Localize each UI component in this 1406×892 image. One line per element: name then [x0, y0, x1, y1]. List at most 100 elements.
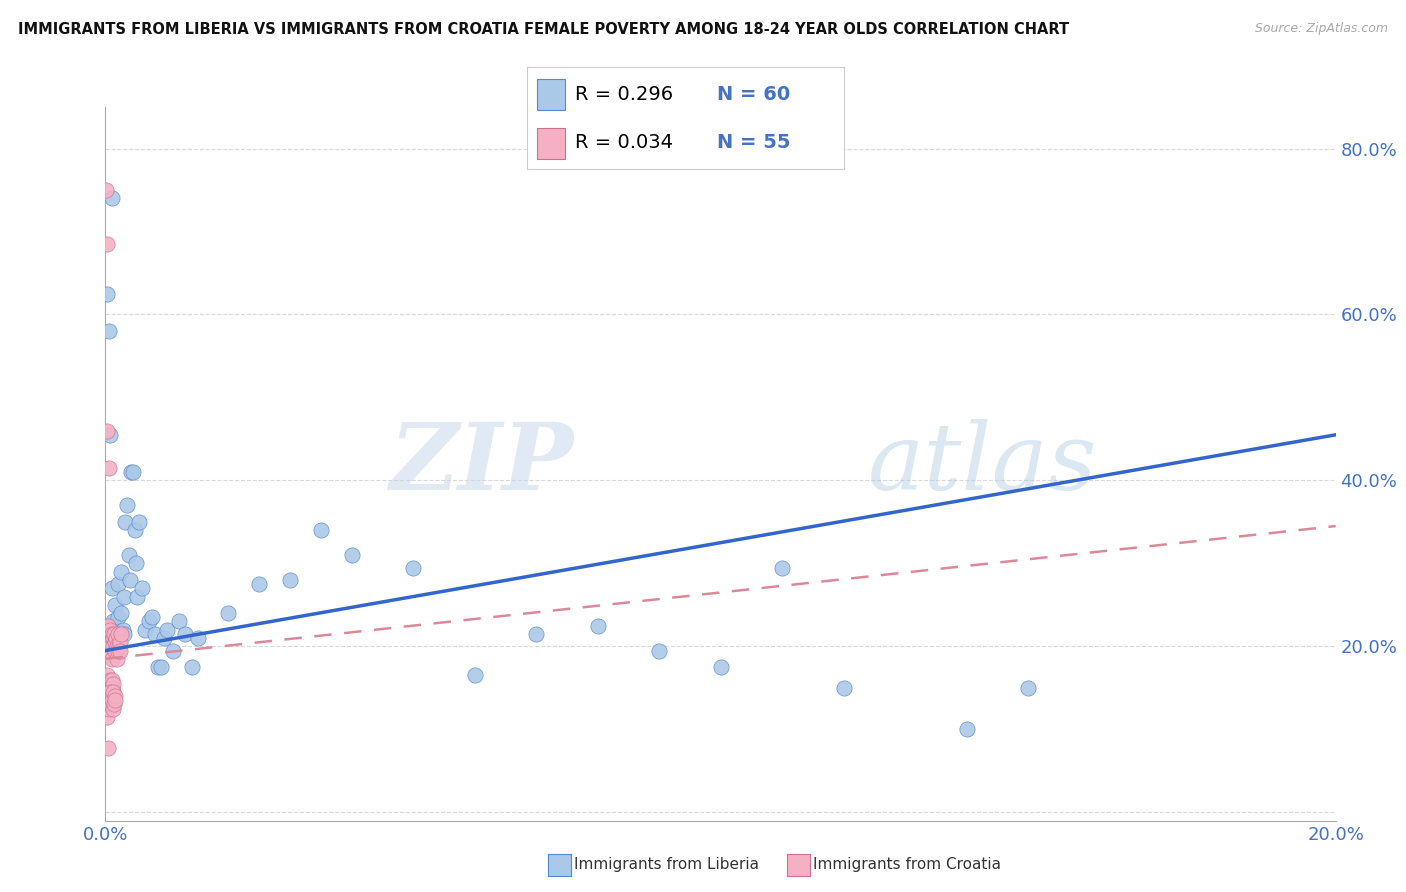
Point	[94, 183, 117, 197]
Point	[156, 623, 179, 637]
Point	[101, 685, 124, 699]
Point	[97, 677, 120, 691]
Point	[96, 693, 118, 707]
Point	[149, 660, 172, 674]
Point	[98, 623, 122, 637]
Point	[110, 643, 132, 657]
Point	[101, 631, 124, 645]
Point	[153, 631, 176, 645]
Point	[138, 615, 160, 629]
Point	[340, 548, 363, 562]
Point	[104, 598, 127, 612]
Point	[218, 606, 240, 620]
FancyBboxPatch shape	[537, 79, 565, 110]
Point	[586, 618, 609, 632]
Point	[100, 640, 122, 654]
Text: Source: ZipAtlas.com: Source: ZipAtlas.com	[1254, 22, 1388, 36]
Point	[98, 685, 122, 699]
Point	[103, 640, 125, 654]
Point	[97, 461, 120, 475]
Text: N = 55: N = 55	[717, 133, 790, 152]
Point	[180, 660, 202, 674]
Point	[120, 465, 142, 479]
Point	[101, 191, 124, 205]
Point	[107, 577, 129, 591]
Text: R = 0.296: R = 0.296	[575, 85, 673, 103]
Point	[100, 685, 122, 699]
Point	[104, 689, 127, 703]
Point	[103, 627, 125, 641]
Point	[98, 427, 121, 442]
Point	[111, 623, 134, 637]
Point	[97, 677, 120, 691]
Point	[122, 465, 145, 479]
Point	[103, 677, 125, 691]
Point	[96, 424, 118, 438]
Point	[97, 324, 120, 338]
Point	[956, 723, 979, 737]
Point	[97, 689, 120, 703]
Point	[146, 660, 169, 674]
Point	[101, 615, 124, 629]
Point	[104, 693, 127, 707]
Point	[97, 698, 120, 712]
Point	[710, 660, 733, 674]
Point	[278, 573, 301, 587]
Point	[96, 627, 118, 641]
Point	[118, 548, 141, 562]
Point	[97, 618, 120, 632]
Point	[127, 590, 149, 604]
Point	[96, 236, 118, 251]
Point	[112, 627, 135, 641]
Point	[648, 643, 671, 657]
Point	[101, 652, 124, 666]
FancyBboxPatch shape	[537, 128, 565, 159]
Point	[114, 515, 136, 529]
Point	[100, 689, 122, 703]
Point	[162, 643, 184, 657]
Point	[112, 590, 135, 604]
Point	[110, 606, 132, 620]
Point	[100, 582, 122, 596]
Point	[105, 640, 128, 654]
Point	[98, 701, 121, 715]
Point	[96, 668, 118, 682]
Point	[108, 640, 131, 654]
Text: atlas: atlas	[869, 419, 1098, 508]
Point	[187, 631, 209, 645]
Point	[309, 523, 332, 537]
Point	[98, 685, 121, 699]
Text: R = 0.034: R = 0.034	[575, 133, 672, 152]
Point	[169, 615, 191, 629]
Point	[524, 627, 547, 641]
Point	[104, 631, 127, 645]
Point	[97, 627, 120, 641]
Point	[98, 698, 121, 712]
Point	[247, 577, 270, 591]
Point	[104, 635, 127, 649]
Point	[101, 693, 124, 707]
Point	[105, 623, 128, 637]
Point	[128, 515, 150, 529]
Point	[124, 523, 146, 537]
Text: N = 60: N = 60	[717, 85, 790, 103]
Point	[1017, 681, 1039, 695]
Point	[110, 565, 132, 579]
Point	[108, 627, 131, 641]
Point	[98, 631, 121, 645]
Point	[141, 610, 163, 624]
Point	[100, 698, 122, 712]
Point	[174, 627, 197, 641]
Point	[107, 627, 129, 641]
Point	[100, 618, 122, 632]
Point	[96, 710, 118, 724]
Point	[143, 627, 166, 641]
Text: Immigrants from Croatia: Immigrants from Croatia	[813, 857, 1001, 872]
Point	[100, 689, 122, 703]
Text: ZIP: ZIP	[388, 419, 574, 508]
Point	[98, 673, 121, 687]
Point	[107, 643, 129, 657]
Point	[98, 623, 122, 637]
Point	[103, 698, 125, 712]
Point	[97, 740, 120, 755]
